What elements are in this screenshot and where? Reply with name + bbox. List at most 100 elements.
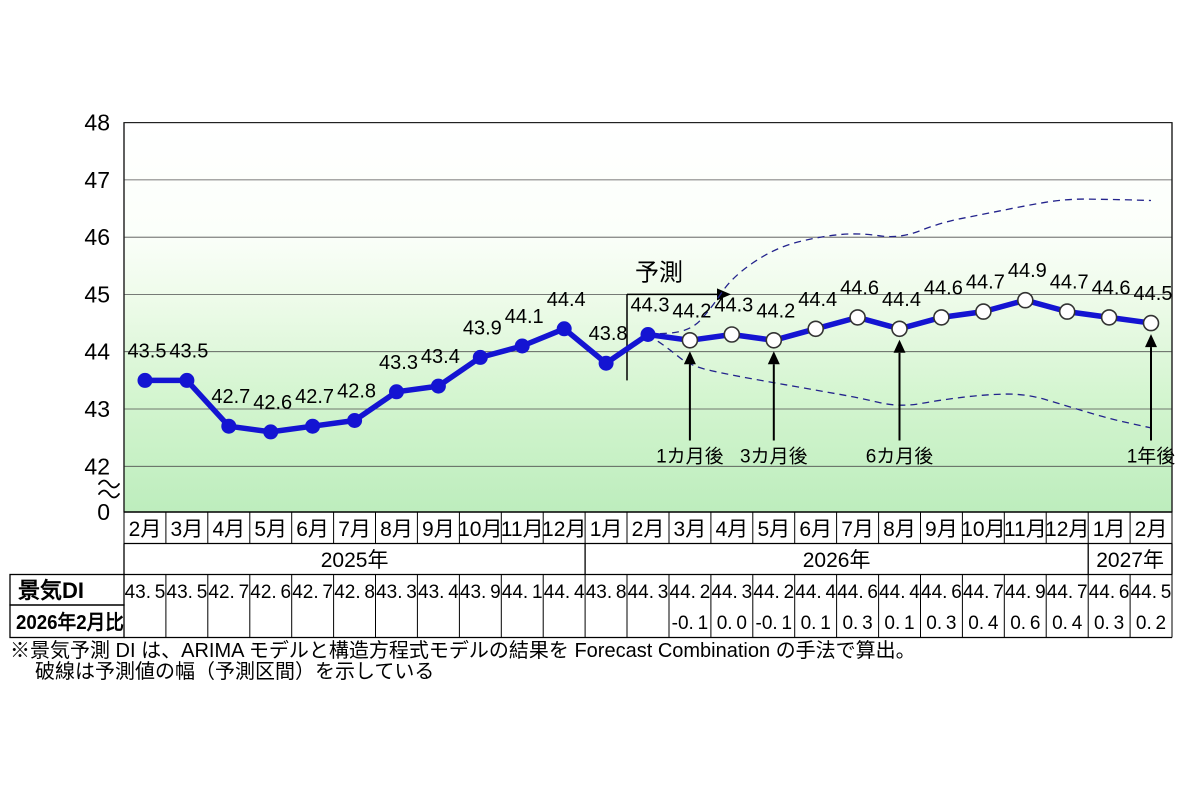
svg-text:0: 0 [97, 499, 110, 525]
svg-text:3月: 3月 [674, 518, 707, 541]
svg-text:2026年: 2026年 [803, 549, 871, 572]
svg-text:44.4: 44.4 [882, 289, 921, 311]
svg-text:44.1: 44.1 [505, 306, 544, 328]
svg-text:43. 9: 43. 9 [460, 582, 501, 603]
svg-text:43. 4: 43. 4 [418, 582, 459, 603]
svg-text:44.2: 44.2 [756, 300, 795, 322]
svg-text:43.5: 43.5 [169, 340, 208, 362]
svg-text:44. 4: 44. 4 [879, 582, 920, 603]
svg-text:44: 44 [84, 339, 110, 365]
svg-text:8月: 8月 [883, 518, 916, 541]
svg-text:2月: 2月 [1135, 518, 1168, 541]
svg-text:43. 5: 43. 5 [167, 582, 208, 603]
svg-text:8月: 8月 [380, 518, 413, 541]
svg-text:11月: 11月 [501, 518, 544, 541]
svg-text:11月: 11月 [1004, 518, 1047, 541]
svg-text:43. 5: 43. 5 [125, 582, 166, 603]
svg-text:44. 2: 44. 2 [670, 582, 711, 603]
svg-text:0. 3: 0. 3 [926, 613, 956, 634]
svg-text:44. 5: 44. 5 [1131, 582, 1172, 603]
svg-text:47: 47 [84, 167, 110, 193]
svg-text:44.6: 44.6 [1092, 277, 1131, 299]
svg-text:43.4: 43.4 [421, 346, 460, 368]
svg-text:44.3: 44.3 [714, 295, 753, 317]
svg-text:44.7: 44.7 [966, 272, 1005, 294]
svg-text:2025年: 2025年 [321, 549, 389, 572]
svg-text:7月: 7月 [338, 518, 371, 541]
svg-text:43. 8: 43. 8 [586, 582, 627, 603]
svg-text:43.3: 43.3 [379, 352, 418, 374]
svg-text:44. 6: 44. 6 [921, 582, 962, 603]
svg-text:43: 43 [84, 396, 110, 422]
svg-text:44.2: 44.2 [672, 300, 711, 322]
svg-text:6月: 6月 [296, 518, 329, 541]
svg-text:42. 7: 42. 7 [292, 582, 333, 603]
svg-text:0. 4: 0. 4 [968, 613, 999, 634]
svg-text:2026年2月比: 2026年2月比 [16, 610, 124, 634]
svg-text:1年後: 1年後 [1127, 446, 1176, 468]
svg-text:1月: 1月 [590, 518, 623, 541]
svg-text:42. 6: 42. 6 [250, 582, 291, 603]
svg-text:43.5: 43.5 [128, 340, 167, 362]
svg-text:44.6: 44.6 [840, 277, 879, 299]
svg-text:0. 3: 0. 3 [842, 613, 872, 634]
svg-text:44. 7: 44. 7 [1047, 582, 1088, 603]
svg-text:12月: 12月 [1045, 518, 1089, 541]
svg-text:4月: 4月 [212, 518, 245, 541]
svg-text:2月: 2月 [632, 518, 665, 541]
svg-text:44. 7: 44. 7 [963, 582, 1004, 603]
svg-text:44. 3: 44. 3 [711, 582, 752, 603]
svg-text:42.7: 42.7 [211, 386, 250, 408]
svg-text:12月: 12月 [542, 518, 586, 541]
svg-text:5月: 5月 [254, 518, 287, 541]
svg-text:42. 8: 42. 8 [334, 582, 375, 603]
svg-text:44. 9: 44. 9 [1005, 582, 1046, 603]
svg-text:2027年: 2027年 [1096, 549, 1164, 572]
svg-text:0. 3: 0. 3 [1094, 613, 1124, 634]
svg-text:44. 3: 44. 3 [628, 582, 669, 603]
svg-text:0. 1: 0. 1 [884, 613, 914, 634]
svg-text:44.4: 44.4 [547, 289, 586, 311]
svg-text:48: 48 [84, 110, 110, 136]
svg-text:0. 0: 0. 0 [717, 613, 747, 634]
svg-text:45: 45 [84, 281, 110, 307]
svg-text:44.9: 44.9 [1008, 260, 1047, 282]
svg-text:※景気予測 DI は、ARIMA モデルと構造方程式モデルの: ※景気予測 DI は、ARIMA モデルと構造方程式モデルの結果を Foreca… [10, 639, 916, 662]
svg-text:46: 46 [84, 224, 110, 250]
svg-text:破線は予測値の幅（予測区間）を示している: 破線は予測値の幅（予測区間）を示している [35, 660, 434, 683]
svg-text:44. 4: 44. 4 [795, 582, 836, 603]
svg-text:44.3: 44.3 [631, 295, 670, 317]
svg-text:44.5: 44.5 [1134, 283, 1173, 305]
svg-text:44. 2: 44. 2 [753, 582, 794, 603]
svg-text:景気DI: 景気DI [18, 578, 84, 603]
svg-text:42.6: 42.6 [253, 392, 292, 414]
svg-text:1月: 1月 [1093, 518, 1126, 541]
svg-text:44. 4: 44. 4 [544, 582, 585, 603]
svg-text:42.8: 42.8 [337, 381, 376, 403]
svg-text:44.7: 44.7 [1050, 272, 1089, 294]
svg-text:1カ月後: 1カ月後 [656, 446, 724, 468]
svg-text:-0. 1: -0. 1 [672, 613, 709, 634]
svg-text:10月: 10月 [458, 518, 502, 541]
svg-text:5月: 5月 [757, 518, 790, 541]
svg-text:7月: 7月 [841, 518, 874, 541]
svg-text:6カ月後: 6カ月後 [866, 446, 934, 468]
svg-text:6月: 6月 [799, 518, 832, 541]
svg-text:43.8: 43.8 [589, 323, 628, 345]
svg-text:0. 1: 0. 1 [801, 613, 831, 634]
svg-text:2月: 2月 [129, 518, 162, 541]
svg-text:10月: 10月 [961, 518, 1005, 541]
svg-text:43. 3: 43. 3 [376, 582, 417, 603]
svg-text:-0. 1: -0. 1 [756, 613, 793, 634]
svg-text:42. 7: 42. 7 [208, 582, 249, 603]
svg-text:44. 6: 44. 6 [837, 582, 878, 603]
svg-text:43.9: 43.9 [463, 317, 502, 339]
svg-text:42: 42 [84, 453, 110, 479]
svg-text:0. 2: 0. 2 [1136, 613, 1166, 634]
svg-text:3カ月後: 3カ月後 [740, 446, 808, 468]
svg-text:9月: 9月 [925, 518, 958, 541]
svg-text:予測: 予測 [635, 259, 683, 286]
svg-text:44.6: 44.6 [924, 277, 963, 299]
svg-text:0. 4: 0. 4 [1052, 613, 1083, 634]
svg-text:44. 6: 44. 6 [1089, 582, 1130, 603]
